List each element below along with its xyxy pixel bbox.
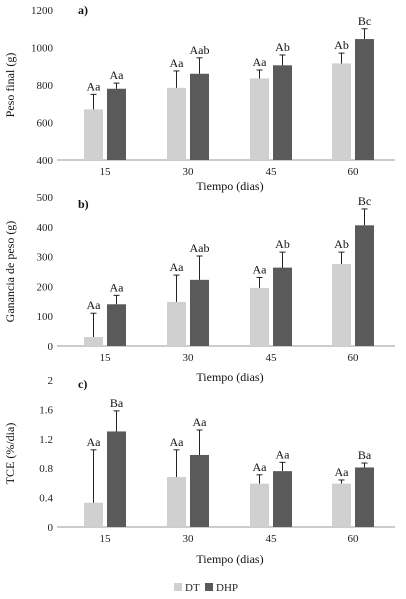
legend-label-dhp: DHP xyxy=(216,582,238,594)
x-tick-label: 45 xyxy=(266,166,278,178)
panel-label: b) xyxy=(78,197,89,211)
y-tick-label: 500 xyxy=(37,192,54,204)
legend-swatch-dhp xyxy=(205,583,213,591)
y-tick-label: 300 xyxy=(37,252,54,264)
significance-label: Aa xyxy=(87,435,102,449)
significance-label: Aa xyxy=(170,435,185,449)
bar-dt xyxy=(332,264,351,346)
y-tick-label: 0.8 xyxy=(39,463,53,475)
y-tick-label: 800 xyxy=(37,80,54,92)
significance-label: Ab xyxy=(334,237,349,251)
significance-label: Ba xyxy=(110,396,124,410)
x-tick-label: 30 xyxy=(183,352,195,364)
significance-label: Ab xyxy=(275,237,290,251)
bar-dt xyxy=(167,477,186,527)
significance-label: Aa xyxy=(335,465,350,479)
y-tick-label: 1200 xyxy=(31,5,54,17)
y-tick-label: 1000 xyxy=(31,43,54,55)
x-axis-title: Tiempo (dias) xyxy=(196,370,263,384)
significance-label: Aa xyxy=(193,415,208,429)
y-tick-label: 200 xyxy=(37,281,54,293)
significance-label: Aa xyxy=(276,447,291,461)
significance-label: Aab xyxy=(190,43,210,57)
bar-dt xyxy=(250,78,269,160)
x-tick-label: 15 xyxy=(100,166,112,178)
significance-label: Aa xyxy=(170,56,185,70)
significance-label: Bc xyxy=(358,194,371,208)
bar-dt xyxy=(167,87,186,160)
x-tick-label: 60 xyxy=(348,352,360,364)
significance-label: Ba xyxy=(358,448,372,462)
legend-label-dt: DT xyxy=(185,582,200,594)
bar-dhp xyxy=(190,454,209,527)
y-tick-label: 400 xyxy=(37,222,54,234)
significance-label: Ab xyxy=(275,40,290,54)
x-tick-label: 15 xyxy=(100,352,112,364)
bar-dt xyxy=(250,483,269,527)
x-tick-label: 30 xyxy=(183,533,195,545)
significance-label: Bc xyxy=(358,14,371,28)
y-axis-title: Ganancia de peso (g) xyxy=(3,221,17,323)
bar-dhp xyxy=(273,65,292,160)
panel-label: a) xyxy=(78,3,88,17)
y-tick-label: 0 xyxy=(48,522,54,534)
y-axis-title: TCE (%/dia) xyxy=(3,423,17,485)
x-tick-label: 30 xyxy=(183,166,195,178)
significance-label: Aab xyxy=(190,241,210,255)
y-tick-label: 0 xyxy=(48,341,54,353)
significance-label: Aa xyxy=(110,68,125,82)
bar-dhp xyxy=(355,225,374,346)
bar-dhp xyxy=(190,73,209,160)
bar-dhp xyxy=(107,431,126,527)
bar-dt xyxy=(332,483,351,527)
y-tick-label: 1.2 xyxy=(39,434,53,446)
bar-dhp xyxy=(273,267,292,346)
bar-dt xyxy=(167,301,186,346)
bar-dt xyxy=(84,337,103,346)
bar-dhp xyxy=(107,304,126,346)
y-axis-title: Peso final (g) xyxy=(3,53,17,118)
x-axis-title: Tiempo (dias) xyxy=(196,552,263,566)
legend-swatch-dt xyxy=(174,583,182,591)
x-axis-title: Tiempo (dias) xyxy=(196,179,263,193)
significance-label: Aa xyxy=(170,260,185,274)
significance-label: Aa xyxy=(253,460,268,474)
x-tick-label: 60 xyxy=(348,166,360,178)
significance-label: Aa xyxy=(253,55,268,69)
significance-label: Aa xyxy=(253,262,268,276)
y-tick-label: 400 xyxy=(37,155,54,167)
panel-label: c) xyxy=(78,377,87,391)
significance-label: Ab xyxy=(334,38,349,52)
bar-dhp xyxy=(107,88,126,160)
bar-dt xyxy=(332,63,351,160)
significance-label: Aa xyxy=(87,79,102,93)
y-tick-label: 100 xyxy=(37,311,54,323)
significance-label: Aa xyxy=(110,280,125,294)
bar-dt xyxy=(250,287,269,346)
y-tick-label: 0.4 xyxy=(39,493,53,505)
bar-dhp xyxy=(273,471,292,527)
x-tick-label: 45 xyxy=(266,352,278,364)
bar-dt xyxy=(84,502,103,527)
y-tick-label: 600 xyxy=(37,118,54,130)
bar-dhp xyxy=(355,467,374,527)
bar-dhp xyxy=(190,279,209,346)
significance-label: Aa xyxy=(87,298,102,312)
x-tick-label: 60 xyxy=(348,533,360,545)
y-tick-label: 2 xyxy=(48,375,54,387)
x-tick-label: 45 xyxy=(266,533,278,545)
x-tick-label: 15 xyxy=(100,533,112,545)
bar-dt xyxy=(84,109,103,160)
bar-dhp xyxy=(355,39,374,160)
y-tick-label: 1.6 xyxy=(39,404,53,416)
